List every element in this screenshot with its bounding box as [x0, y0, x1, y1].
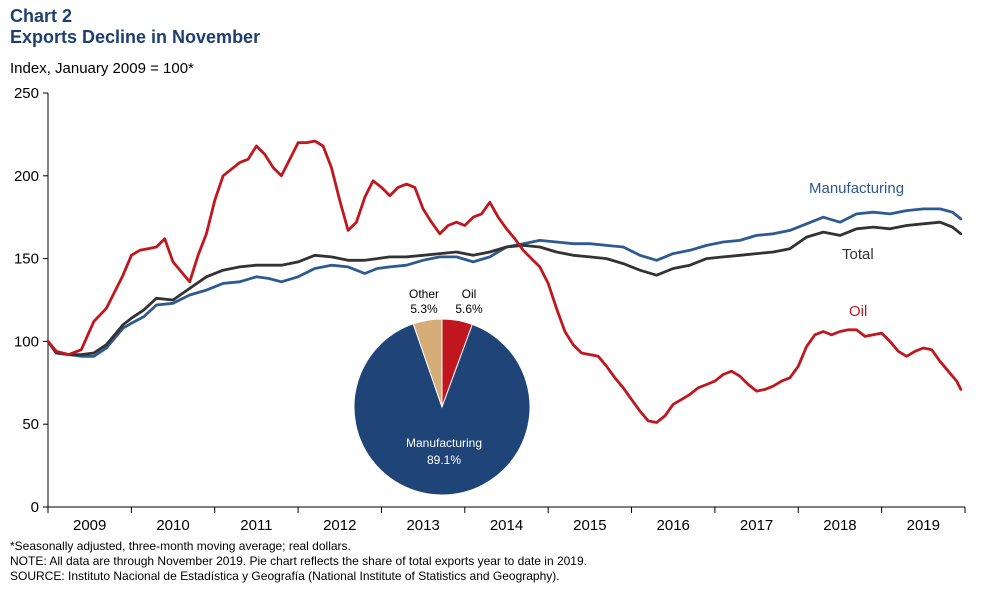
series-line-manufacturing	[46, 207, 963, 358]
y-tick-label: 200	[14, 168, 39, 185]
x-tick-label: 2010	[156, 517, 189, 534]
x-tick-label: 2013	[406, 517, 439, 534]
series-line-total	[46, 220, 963, 356]
x-tick-label: 2018	[823, 517, 856, 534]
series-label-total: Total	[842, 246, 874, 263]
x-tick-label: 2011	[240, 517, 272, 534]
y-tick-label: 0	[31, 499, 39, 516]
y-tick-label: 100	[14, 333, 39, 350]
pie-label-manufacturing: Manufacturing	[406, 436, 482, 450]
footnote-note: NOTE: All data are through November 2019…	[10, 554, 587, 568]
series-line-oil	[46, 139, 963, 424]
y-tick-label: 250	[14, 85, 39, 102]
pie-value-other: 5.3%	[410, 302, 438, 316]
pie-label-oil: Oil	[462, 287, 477, 301]
x-tick-label: 2014	[490, 517, 523, 534]
x-tick-label: 2016	[657, 517, 690, 534]
y-tick-label: 150	[14, 251, 39, 268]
chart-number: Chart 2	[10, 6, 73, 26]
series-labels: Manufacturing Total Oil	[809, 180, 904, 320]
chart-title: Exports Decline in November	[10, 27, 261, 47]
x-tick-label: 2015	[573, 517, 606, 534]
footnote-seasonal: *Seasonally adjusted, three-month moving…	[10, 539, 351, 553]
pie-slice-other	[412, 318, 443, 408]
x-tick-label: 2009	[73, 517, 106, 534]
exports-chart: 0 50 100 150 200 250 2009 2010 2011 2012 2013 2014 2…	[14, 85, 966, 534]
pie-value-manufacturing: 89.1%	[427, 453, 461, 467]
pie-slice-manufacturing	[353, 323, 531, 496]
pie-label-other: Other	[409, 287, 439, 301]
footnote-source: SOURCE: Instituto Nacional de Estadístic…	[10, 569, 560, 583]
x-tick-label: 2017	[740, 517, 773, 534]
series-lines	[46, 139, 963, 424]
chart-axes: 0 50 100 150 200 250 2009 2010 2011 2012 2013 2014 2…	[14, 85, 966, 534]
x-tick-label: 2019	[907, 517, 940, 534]
series-label-oil: Oil	[849, 303, 867, 320]
x-tick-label: 2012	[323, 517, 356, 534]
y-tick-label: 50	[22, 416, 39, 433]
series-label-manufacturing: Manufacturing	[809, 180, 904, 197]
y-axis-unit-label: Index, January 2009 = 100*	[10, 60, 194, 77]
pie-value-oil: 5.6%	[455, 302, 483, 316]
